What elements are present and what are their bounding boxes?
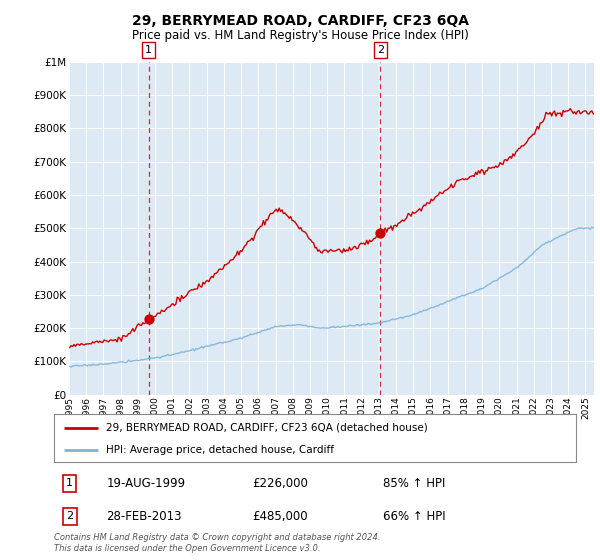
Text: 1: 1	[145, 45, 152, 55]
Text: 2: 2	[377, 45, 384, 55]
Point	[376, 228, 385, 237]
Point	[144, 315, 154, 324]
Text: £485,000: £485,000	[253, 510, 308, 523]
Text: 66% ↑ HPI: 66% ↑ HPI	[383, 510, 445, 523]
Text: £226,000: £226,000	[253, 477, 308, 490]
Text: 28-FEB-2013: 28-FEB-2013	[106, 510, 182, 523]
Text: 85% ↑ HPI: 85% ↑ HPI	[383, 477, 445, 490]
Text: 19-AUG-1999: 19-AUG-1999	[106, 477, 185, 490]
Text: Contains HM Land Registry data © Crown copyright and database right 2024.
This d: Contains HM Land Registry data © Crown c…	[54, 533, 380, 553]
Text: HPI: Average price, detached house, Cardiff: HPI: Average price, detached house, Card…	[106, 445, 334, 455]
Text: 29, BERRYMEAD ROAD, CARDIFF, CF23 6QA (detached house): 29, BERRYMEAD ROAD, CARDIFF, CF23 6QA (d…	[106, 423, 428, 433]
Text: 2: 2	[66, 511, 73, 521]
Text: Price paid vs. HM Land Registry's House Price Index (HPI): Price paid vs. HM Land Registry's House …	[131, 29, 469, 42]
Text: 29, BERRYMEAD ROAD, CARDIFF, CF23 6QA: 29, BERRYMEAD ROAD, CARDIFF, CF23 6QA	[131, 14, 469, 28]
Text: 1: 1	[66, 478, 73, 488]
